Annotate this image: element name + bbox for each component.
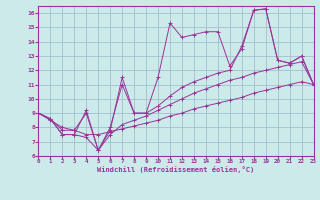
X-axis label: Windchill (Refroidissement éolien,°C): Windchill (Refroidissement éolien,°C) <box>97 166 255 173</box>
